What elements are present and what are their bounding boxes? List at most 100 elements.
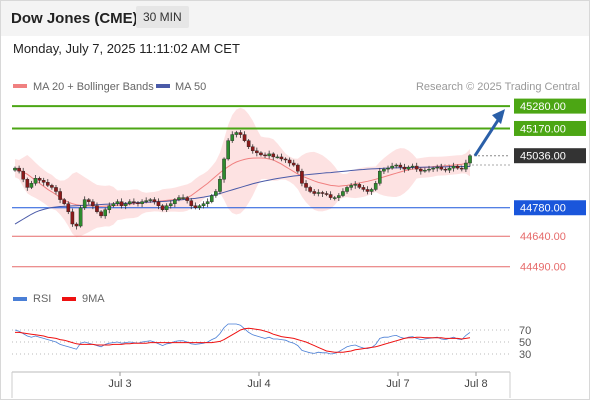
- candle: [406, 165, 411, 171]
- candle: [185, 195, 189, 204]
- candle: [320, 190, 325, 197]
- candle: [398, 162, 403, 170]
- candle: [107, 202, 112, 214]
- candle: [464, 159, 468, 172]
- candle: [414, 162, 419, 172]
- candle: [54, 184, 58, 195]
- candle: [238, 130, 243, 139]
- candle: [275, 154, 280, 159]
- candle: [33, 175, 38, 186]
- candle: [304, 180, 308, 191]
- candle: [242, 131, 247, 143]
- candle: [222, 157, 226, 183]
- candle: [369, 187, 374, 195]
- arrow-head: [492, 109, 505, 125]
- candlesticks: [13, 130, 472, 230]
- candle: [218, 176, 222, 195]
- candle: [332, 195, 337, 201]
- candle: [82, 196, 87, 210]
- candle: [312, 189, 317, 196]
- bollinger-bands: [15, 107, 470, 238]
- candle: [460, 165, 464, 172]
- candle: [201, 201, 206, 209]
- level-label-pivot: 44780.00: [520, 203, 566, 215]
- candle: [17, 165, 21, 174]
- candle: [29, 180, 34, 190]
- candle: [144, 197, 148, 204]
- price-legend: MA 20 + Bollinger Bands MA 50: [13, 81, 206, 93]
- candle: [341, 188, 345, 198]
- candle: [78, 205, 83, 228]
- candle: [455, 164, 460, 170]
- candle: [328, 191, 333, 200]
- candle: [300, 168, 304, 187]
- candle: [164, 203, 169, 213]
- x-tick-label: Jul 7: [386, 378, 409, 390]
- ma20-line: [14, 157, 471, 207]
- candle: [361, 184, 366, 192]
- rsi-ma-legend-label: 9MA: [82, 293, 105, 305]
- candle: [66, 201, 71, 215]
- timeframe-badge[interactable]: 30 MIN: [136, 6, 189, 28]
- candle: [136, 201, 140, 207]
- rsi-legend-label: RSI: [33, 293, 51, 305]
- x-tick-label: Jul 4: [247, 378, 270, 390]
- level-tag-pivot: [514, 200, 586, 216]
- ma20-legend-swatch: [13, 84, 27, 88]
- ma20-legend-label: MA 20 + Bollinger Bands: [33, 81, 154, 93]
- candle: [451, 162, 456, 172]
- candle: [255, 147, 259, 157]
- candle: [435, 164, 440, 172]
- candle: [123, 202, 128, 210]
- candle: [390, 162, 394, 170]
- candle: [25, 177, 30, 191]
- candle: [423, 167, 427, 173]
- candle: [382, 167, 386, 174]
- candle: [250, 144, 255, 154]
- candle: [431, 166, 435, 172]
- candle: [337, 193, 341, 202]
- rsi-ma-line: [15, 327, 471, 353]
- candle: [410, 163, 415, 170]
- candle: [95, 202, 99, 214]
- rsi-tick-label: 50: [519, 337, 531, 349]
- candle: [263, 152, 267, 159]
- candle: [373, 180, 378, 192]
- level-tag-current: [514, 148, 586, 164]
- candle: [168, 200, 173, 209]
- candle: [197, 204, 202, 210]
- rsi-tick-label: 70: [519, 325, 531, 337]
- candle: [271, 152, 276, 161]
- watermark: Research © 2025 Trading Central: [416, 81, 580, 93]
- ma50-legend-swatch: [156, 84, 170, 88]
- candle: [349, 182, 353, 191]
- arrow-shaft: [473, 116, 502, 157]
- x-tick-label: Jul 3: [108, 378, 131, 390]
- candle: [181, 194, 185, 200]
- candle: [316, 189, 321, 197]
- candle: [402, 163, 407, 173]
- candle: [13, 166, 17, 172]
- candle: [70, 208, 75, 227]
- candle: [103, 207, 107, 219]
- candle: [427, 165, 431, 173]
- ma50-legend-label: MA 50: [175, 81, 206, 93]
- candle: [324, 191, 329, 197]
- candle: [37, 176, 42, 184]
- candle: [394, 163, 399, 169]
- candle: [259, 151, 263, 157]
- candle: [91, 199, 95, 210]
- candle: [140, 199, 144, 208]
- candle: [127, 199, 132, 206]
- candle: [443, 167, 448, 173]
- x-tick-label: Jul 8: [464, 378, 487, 390]
- candle: [205, 198, 210, 208]
- candle: [50, 183, 54, 190]
- candle: [209, 193, 214, 204]
- x-axis: Jul 3 Jul 4 Jul 7 Jul 8: [11, 371, 511, 398]
- price-levels: [12, 105, 510, 268]
- candle: [287, 157, 292, 167]
- candle: [308, 185, 312, 194]
- candle: [246, 139, 251, 149]
